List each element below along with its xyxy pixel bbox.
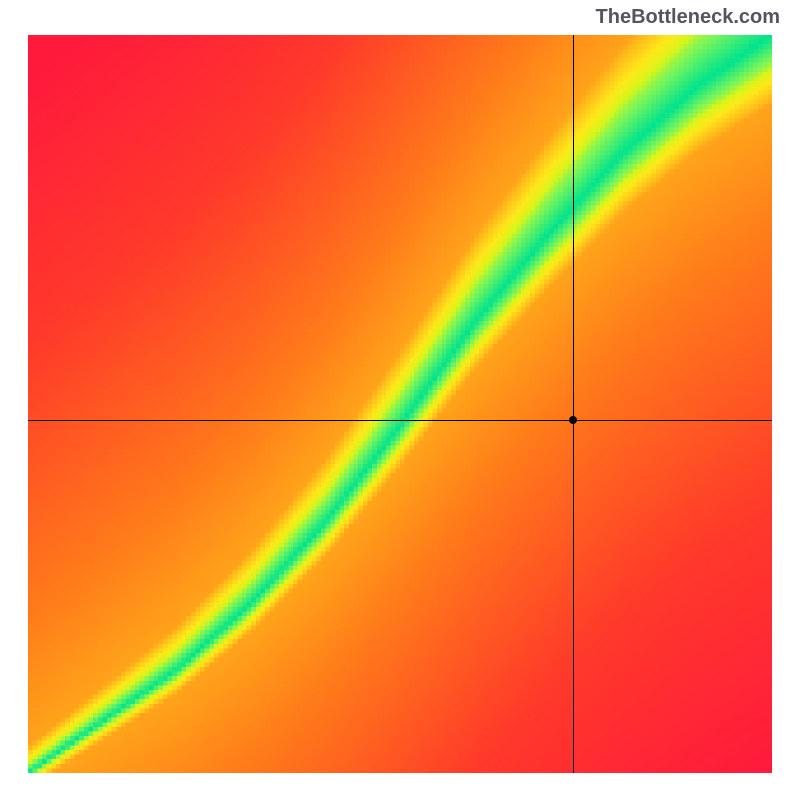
crosshair-vertical	[573, 35, 574, 773]
attribution-text: TheBottleneck.com	[596, 6, 780, 29]
crosshair-marker	[569, 416, 577, 424]
crosshair-horizontal	[28, 420, 772, 421]
heatmap-canvas	[28, 35, 772, 773]
plot-area	[28, 35, 772, 773]
chart-container: TheBottleneck.com	[0, 0, 800, 800]
